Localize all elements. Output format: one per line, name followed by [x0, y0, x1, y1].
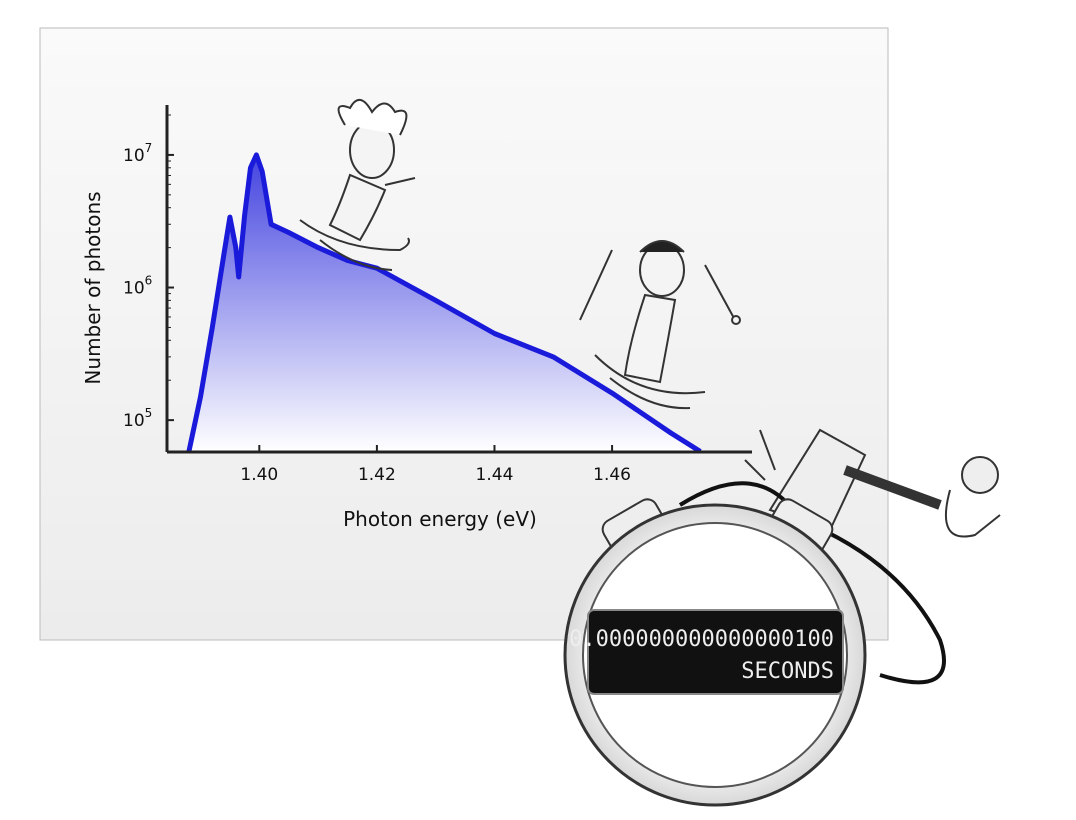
tick-base: 10 — [123, 411, 145, 431]
x-axis-label: Photon energy (eV) — [343, 507, 537, 531]
x-tick-label: 1.44 — [476, 465, 514, 485]
x-tick-label: 1.40 — [240, 465, 278, 485]
skier-illustration — [579, 240, 741, 410]
x-tick-label: 1.46 — [593, 465, 631, 485]
skier-illustration — [299, 99, 416, 271]
tick-exponent: 7 — [145, 141, 153, 155]
tick-exponent: 5 — [145, 406, 153, 420]
tick-base: 10 — [123, 279, 145, 299]
y-axis-label: Number of photons — [81, 191, 105, 384]
area-fill — [188, 154, 701, 452]
stopwatch-unit: SECONDS — [741, 659, 834, 684]
y-tick-label: 107 — [123, 141, 152, 166]
series-line — [186, 152, 702, 454]
y-tick-label: 105 — [123, 406, 152, 431]
stopwatch-time: 0.000000000000000100 — [569, 627, 834, 652]
stopwatch: 0.000000000000000100 SECONDS — [563, 481, 946, 807]
tick-exponent: 6 — [145, 274, 153, 288]
x-tick-label: 1.42 — [358, 465, 396, 485]
y-tick-label: 106 — [123, 274, 152, 299]
tick-base: 10 — [123, 146, 145, 166]
